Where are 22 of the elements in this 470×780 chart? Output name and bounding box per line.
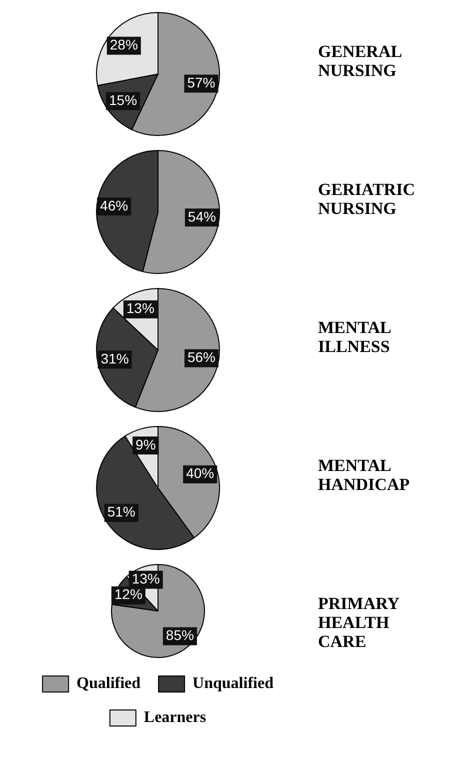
data-label: 56% [187,349,216,366]
legend-label: Qualified [76,675,141,692]
data-label: 40% [186,465,214,482]
text: GERIATRIC NURSING [318,180,416,218]
data-label: 57% [187,74,216,91]
data-label: 12% [114,586,142,602]
data-label: 54% [188,208,216,224]
legend-label: Unqualified [192,675,274,692]
data-label: 51% [107,504,136,520]
data-label: 31% [100,350,129,367]
text: MENTAL HANDICAP [318,456,411,494]
text: GENERAL NURSING [318,42,402,80]
data-label: 13% [126,300,154,316]
data-label: 46% [100,197,128,214]
data-label: 9% [136,436,156,452]
data-label: 28% [110,36,138,53]
data-label: 13% [132,570,160,587]
data-label: 85% [166,627,194,644]
text: PRIMARY HEALTH CARE [318,594,400,651]
legend-label: Learners [144,709,206,726]
data-label: 15% [108,92,138,108]
text: MENTAL ILLNESS [318,318,392,356]
